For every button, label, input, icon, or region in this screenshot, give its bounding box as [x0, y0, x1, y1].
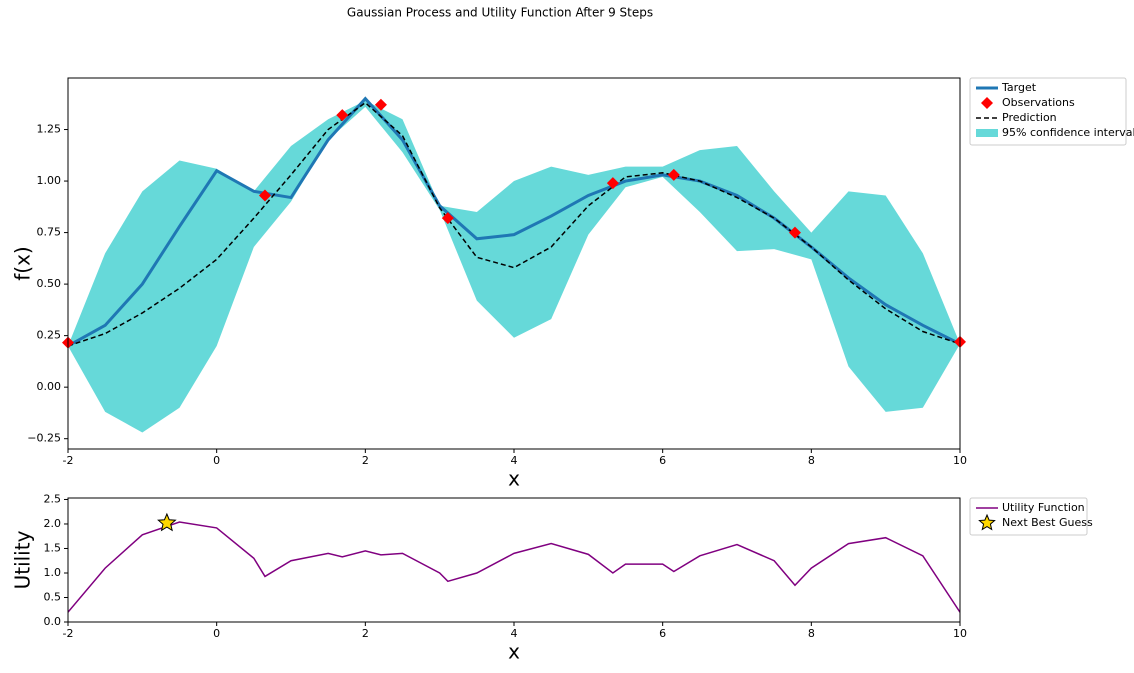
plot-area: [68, 96, 960, 433]
x-tick-label: 4: [511, 627, 518, 640]
observation: [258, 189, 271, 202]
legend-label: Prediction: [1002, 111, 1057, 124]
y-axis-label: f(x): [11, 246, 35, 280]
x-tick-label: 0: [213, 454, 220, 467]
x-tick-label: 2: [362, 627, 369, 640]
y-tick-label: 1.0: [44, 566, 62, 579]
y-tick-label: 1.25: [37, 123, 62, 136]
legend-label: 95% confidence interval: [1002, 126, 1134, 139]
x-tick-label: 8: [808, 454, 815, 467]
observation: [788, 226, 801, 239]
prediction-line: [68, 101, 960, 347]
x-tick-label: 2: [362, 454, 369, 467]
y-tick-label: 1.00: [37, 174, 62, 187]
observation: [606, 177, 619, 190]
x-axis-label: x: [508, 640, 520, 664]
legend-label: Target: [1001, 81, 1037, 94]
y-tick-label: 2.5: [44, 492, 62, 505]
legend-label: Next Best Guess: [1002, 516, 1093, 529]
legend-swatch: [978, 513, 996, 531]
legend-swatch: [976, 129, 998, 137]
x-tick-label: 6: [659, 627, 666, 640]
legend-label: Observations: [1002, 96, 1075, 109]
x-tick-label: -2: [63, 627, 74, 640]
x-tick-label: 6: [659, 454, 666, 467]
y-tick-label: 0.00: [37, 380, 62, 393]
x-tick-label: 8: [808, 627, 815, 640]
legend-label: Utility Function: [1002, 501, 1085, 514]
y-tick-label: 2.0: [44, 517, 62, 530]
y-tick-label: −0.25: [27, 432, 61, 445]
x-tick-label: 4: [511, 454, 518, 467]
x-axis-label: x: [508, 467, 520, 491]
observation: [336, 109, 349, 122]
line: [68, 521, 960, 613]
plot-area: [68, 521, 960, 613]
legend-frame: [969, 497, 1088, 536]
confidence-band: [68, 100, 960, 433]
next-best-guess: [157, 512, 177, 532]
y-tick-label: 0.50: [37, 277, 62, 290]
y-tick-label: 0.25: [37, 329, 62, 342]
x-tick-label: 10: [953, 454, 967, 467]
observation: [667, 168, 680, 181]
observation: [441, 212, 454, 225]
legend-swatch: [981, 97, 993, 109]
x-tick-label: 0: [213, 627, 220, 640]
x-tick-label: -2: [63, 454, 74, 467]
figure-title: Gaussian Process and Utility Function Af…: [347, 6, 653, 20]
x-tick-label: 10: [953, 627, 967, 640]
y-axis-label: Utility: [11, 530, 35, 589]
y-tick-label: 0.5: [44, 590, 62, 603]
y-tick-label: 1.5: [44, 541, 62, 554]
legend-frame: [969, 77, 1127, 146]
y-tick-label: 0.0: [44, 615, 62, 628]
y-tick-label: 0.75: [37, 226, 62, 239]
observation: [374, 98, 387, 111]
